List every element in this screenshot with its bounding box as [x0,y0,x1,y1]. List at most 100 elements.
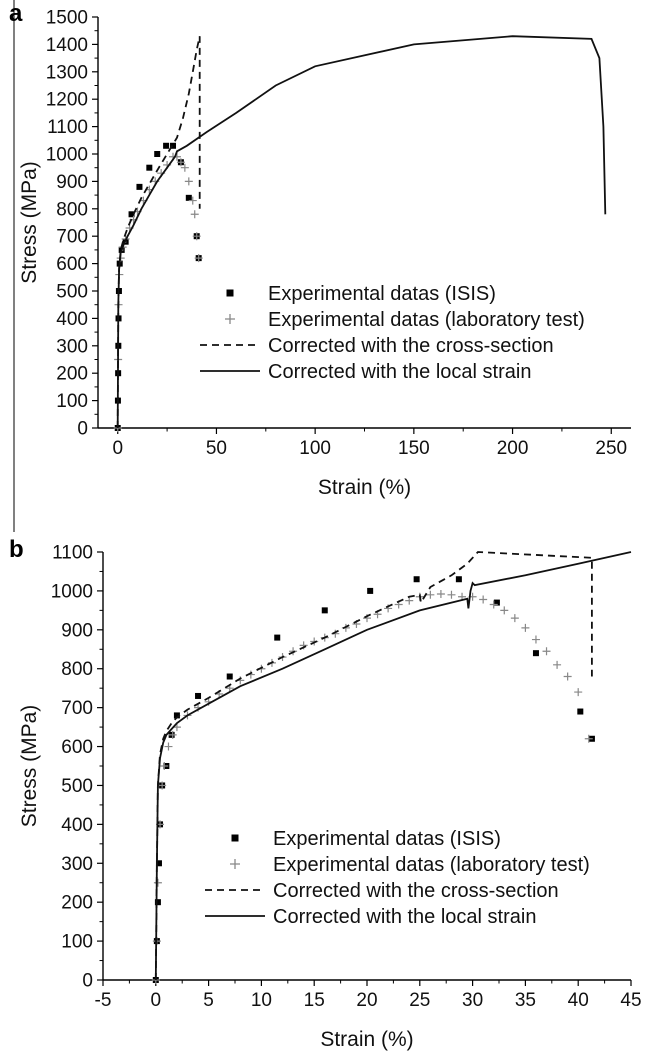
y-tick-label: 800 [56,199,88,220]
x-tick-label: 30 [462,990,483,1011]
y-tick-label: 700 [61,698,93,719]
y-tick-label: 0 [77,419,88,440]
y-tick-label: 900 [56,172,88,193]
x-tick-label: 45 [620,990,641,1011]
x-tick-label: 0 [151,990,162,1011]
y-tick-label: 1100 [47,117,88,138]
x-tick-label: 10 [251,990,272,1011]
isis-data-point [163,143,169,149]
legend-lab-marker [225,314,235,324]
isis-data-point [227,674,233,680]
legend-label: Experimental datas (laboratory test) [273,854,590,876]
y-tick-label: 1300 [46,62,88,83]
x-tick-label: 25 [409,990,430,1011]
legend: Experimental datas (ISIS) Experimental da… [205,828,590,928]
y-tick-label: 1000 [51,581,93,602]
isis-data-point [456,576,462,582]
x-axis-title: Strain (%) [320,1028,413,1051]
lab-data-point [564,673,572,681]
legend-label: Corrected with the cross-section [273,880,559,902]
lab-data-point [185,177,193,185]
y-tick-label: 0 [82,971,93,992]
lab-data-point [405,597,413,605]
y-tick-label: 600 [56,254,88,275]
x-tick-label: 200 [497,438,529,459]
legend-label: Experimental datas (ISIS) [273,828,501,850]
x-tick-label: 50 [206,438,227,459]
y-axis-title: Stress (MPa) [18,161,41,284]
y-tick-label: 100 [61,932,93,953]
y-tick-label: 600 [61,737,93,758]
lab-data-point [574,688,582,696]
y-tick-label: 700 [56,227,88,248]
isis-data-point [274,635,280,641]
series-0 [115,143,202,431]
y-tick-label: 1400 [46,35,88,56]
x-tick-label: 150 [398,438,430,459]
isis-data-point [195,693,201,699]
lab-data-point [191,210,199,218]
panel-letter-b: b [9,536,24,563]
y-axis-title: Stress (MPa) [18,705,41,828]
series-1 [114,153,203,432]
x-tick-label: 35 [515,990,536,1011]
lab-data-point [437,590,445,598]
lab-data-point [543,647,551,655]
y-tick-label: 1500 [46,8,88,29]
lab-data-point [511,614,519,622]
legend-lab-marker [230,859,240,869]
y-tick-label: 800 [61,659,93,680]
isis-data-point [533,650,539,656]
legend-isis-marker [227,290,234,297]
lab-data-point [479,595,487,603]
lab-data-point [154,879,162,887]
legend-label: Experimental datas (laboratory test) [268,309,585,331]
y-tick-label: 500 [56,282,88,303]
y-tick-label: 500 [61,776,93,797]
panel-letter-a: a [9,0,23,27]
isis-data-point [136,184,142,190]
legend: Experimental datas (ISIS) Experimental da… [200,283,585,383]
x-tick-label: 40 [568,990,589,1011]
x-tick-label: 250 [595,438,627,459]
lab-data-point [532,636,540,644]
x-tick-label: 5 [203,990,214,1011]
y-tick-label: 400 [61,815,93,836]
isis-data-point [367,588,373,594]
lab-data-point [521,624,529,632]
isis-data-point [577,709,583,715]
y-tick-label: 300 [56,336,88,357]
x-tick-label: 100 [299,438,331,459]
y-tick-label: 1000 [46,145,88,166]
y-tick-label: 1200 [46,90,88,111]
y-tick-label: 300 [61,854,93,875]
y-tick-label: 100 [56,391,88,412]
legend-label: Corrected with the local strain [273,906,536,928]
isis-data-point [154,151,160,157]
x-tick-label: 0 [112,438,123,459]
isis-data-point [322,607,328,613]
legend-label: Corrected with the cross-section [268,335,554,357]
y-tick-label: 200 [56,364,88,385]
y-tick-label: 1100 [52,543,93,564]
lab-data-point [553,661,561,669]
lab-data-point [426,591,434,599]
isis-data-point [186,195,192,201]
lab-data-point [164,743,172,751]
x-tick-label: -5 [95,990,112,1011]
legend-label: Experimental datas (ISIS) [268,283,496,305]
lab-data-point [447,591,455,599]
isis-data-point [146,165,152,171]
panel-a: 0 50 100 150 200 250 0 100 200 300 400 500 600 700 800… [18,8,631,500]
isis-data-point [414,576,420,582]
y-tick-label: 400 [56,309,88,330]
y-tick-label: 900 [61,620,93,641]
lab-data-point [500,606,508,614]
legend-isis-marker [232,835,239,842]
x-tick-label: 20 [356,990,377,1011]
x-axis-title: Strain (%) [318,476,411,499]
panel-b: -5 0 5 10 15 20 25 30 35 40 4501002003004005006007… [18,543,642,1052]
y-tick-label: 200 [61,893,93,914]
legend-label: Corrected with the local strain [268,361,531,383]
